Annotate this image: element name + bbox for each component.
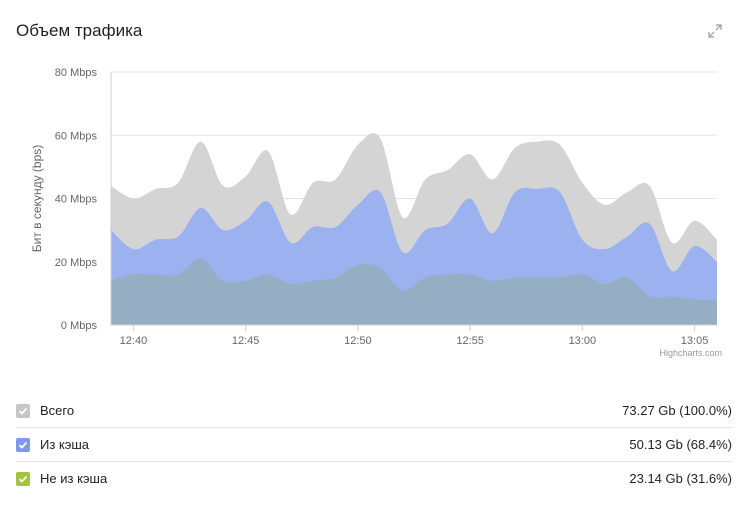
y-tick-label: 80 Mbps (55, 67, 98, 79)
legend-label: Не из кэша (40, 471, 108, 486)
x-tick-label: 12:55 (456, 335, 484, 347)
traffic-chart: 0 Mbps 20 Mbps 40 Mbps 60 Mbps 80 Mbps 12:40 1… (30, 67, 722, 358)
check-icon (18, 441, 28, 449)
checkbox-noncache[interactable] (16, 471, 30, 486)
check-icon (18, 407, 28, 415)
legend-value: 73.27 Gb (100.0%) (622, 403, 732, 418)
legend-row-noncache: Не из кэша 23.14 Gb (31.6%) (16, 462, 732, 495)
x-tick-label: 12:40 (120, 335, 148, 347)
checkbox-total[interactable] (16, 403, 30, 418)
legend-label: Всего (40, 403, 75, 418)
series-area-noncache (111, 258, 717, 325)
x-tick-label: 12:45 (232, 335, 260, 347)
expand-icon[interactable] (707, 23, 723, 39)
y-tick-label: 0 Mbps (61, 320, 98, 332)
y-tick-label: 60 Mbps (55, 130, 98, 142)
y-tick-label: 20 Mbps (55, 257, 98, 269)
legend-table: Всего 73.27 Gb (100.0%) Из кэша 50.13 Gb… (16, 394, 732, 495)
check-icon (18, 475, 28, 483)
chart-credit: Highcharts.com (659, 348, 722, 358)
page-title: Объем трафика (16, 21, 143, 40)
legend-value: 23.14 Gb (31.6%) (629, 471, 732, 486)
checkbox-cache[interactable] (16, 437, 30, 452)
legend-value: 50.13 Gb (68.4%) (629, 437, 732, 452)
legend-label: Из кэша (40, 437, 90, 452)
legend-row-cache: Из кэша 50.13 Gb (68.4%) (16, 428, 732, 462)
x-tick-label: 13:00 (569, 335, 597, 347)
legend-row-total: Всего 73.27 Gb (100.0%) (16, 394, 732, 428)
x-tick-label: 13:05 (681, 335, 709, 347)
y-tick-label: 40 Mbps (55, 194, 98, 206)
x-tick-label: 12:50 (344, 335, 372, 347)
y-axis-title: Бит в секунду (bps) (30, 145, 44, 252)
